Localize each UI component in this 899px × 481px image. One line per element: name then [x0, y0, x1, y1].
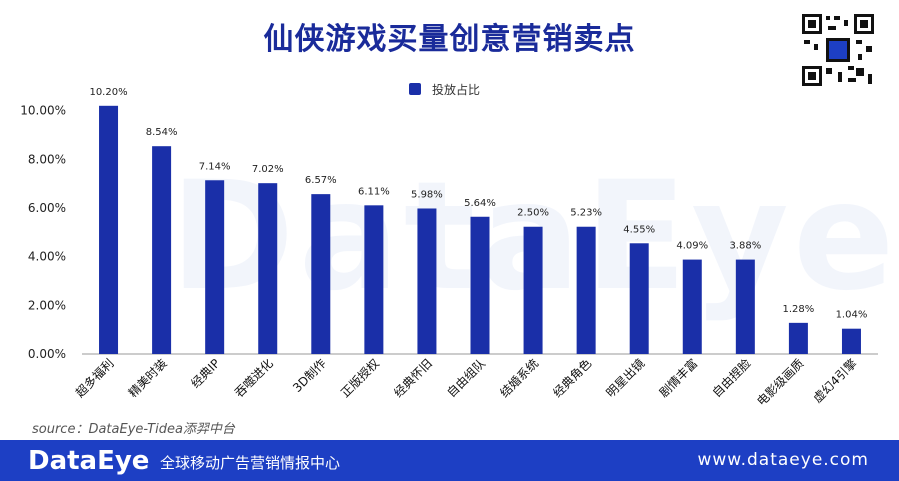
dataeye-logo: DataEye	[28, 446, 150, 476]
chart-title: 仙侠游戏买量创意营销卖点	[263, 22, 636, 57]
bar	[311, 194, 331, 354]
category-label: 结婚系统	[497, 356, 541, 400]
category-label: 明星出镜	[603, 356, 648, 401]
data-label: 3.88%	[729, 241, 761, 252]
y-tick-label: 6.00%	[28, 201, 66, 215]
data-label: 5.23%	[570, 208, 602, 219]
data-label: 7.02%	[252, 164, 284, 175]
category-label: 自由组队	[444, 356, 489, 401]
bar	[735, 259, 755, 354]
bar	[99, 105, 119, 354]
category-label: 精美时装	[126, 356, 170, 400]
footer-slogan: 全球移动广告营销情报中心	[160, 454, 341, 472]
data-label: 4.09%	[676, 241, 708, 252]
footer-bar: DataEye 全球移动广告营销情报中心 www.dataeye.com	[0, 440, 899, 481]
bar-chart: 0.00% 2.00% 4.00% 6.00% 8.00% 10.00% 投放占比 10.20…	[20, 82, 878, 409]
bar	[470, 216, 490, 354]
bar	[788, 322, 808, 354]
category-label: 电影级画质	[754, 356, 806, 408]
category-label: 吞噬进化	[231, 356, 276, 401]
data-label: 4.55%	[623, 224, 655, 235]
source-note: source：DataEye-Tidea添羿中台	[32, 422, 235, 437]
data-label: 6.57%	[305, 175, 337, 186]
y-tick-label: 2.00%	[28, 298, 66, 312]
data-label: 10.20%	[89, 87, 127, 98]
data-label: 5.64%	[464, 198, 496, 209]
bar	[629, 243, 649, 354]
category-label: 超多福利	[72, 356, 117, 401]
category-label: 经典怀旧	[391, 356, 435, 400]
legend-swatch	[409, 83, 421, 95]
data-label: 5.98%	[411, 189, 443, 200]
data-label: 2.50%	[517, 208, 549, 219]
bar	[258, 183, 278, 354]
qr-code-icon	[800, 12, 876, 88]
bar	[841, 328, 861, 354]
category-label: 剧情丰富	[656, 356, 701, 401]
bar	[152, 146, 172, 354]
data-label: 7.14%	[199, 161, 231, 172]
y-tick-label: 4.00%	[28, 250, 66, 264]
bar	[682, 259, 702, 354]
data-label: 6.11%	[358, 186, 390, 197]
category-label: 3D制作	[290, 356, 329, 395]
y-tick-label: 10.00%	[20, 104, 66, 118]
y-tick-label: 0.00%	[28, 347, 66, 361]
bar	[417, 208, 437, 354]
category-label: 正版授权	[337, 356, 382, 401]
category-label: 经典角色	[550, 356, 594, 400]
footer-url: www.dataeye.com	[697, 450, 869, 470]
legend-label: 投放占比	[432, 82, 480, 97]
category-label: 自由捏脸	[709, 356, 754, 401]
data-label: 1.28%	[783, 304, 815, 315]
bar	[576, 226, 596, 354]
category-label: 虚幻4引擎	[810, 356, 860, 406]
bar	[205, 180, 225, 354]
category-label: 经典IP	[188, 356, 222, 390]
data-label: 1.04%	[836, 310, 868, 321]
bar	[364, 205, 384, 354]
data-label: 8.54%	[146, 127, 178, 138]
bar	[523, 226, 543, 354]
y-tick-label: 8.00%	[28, 152, 66, 166]
